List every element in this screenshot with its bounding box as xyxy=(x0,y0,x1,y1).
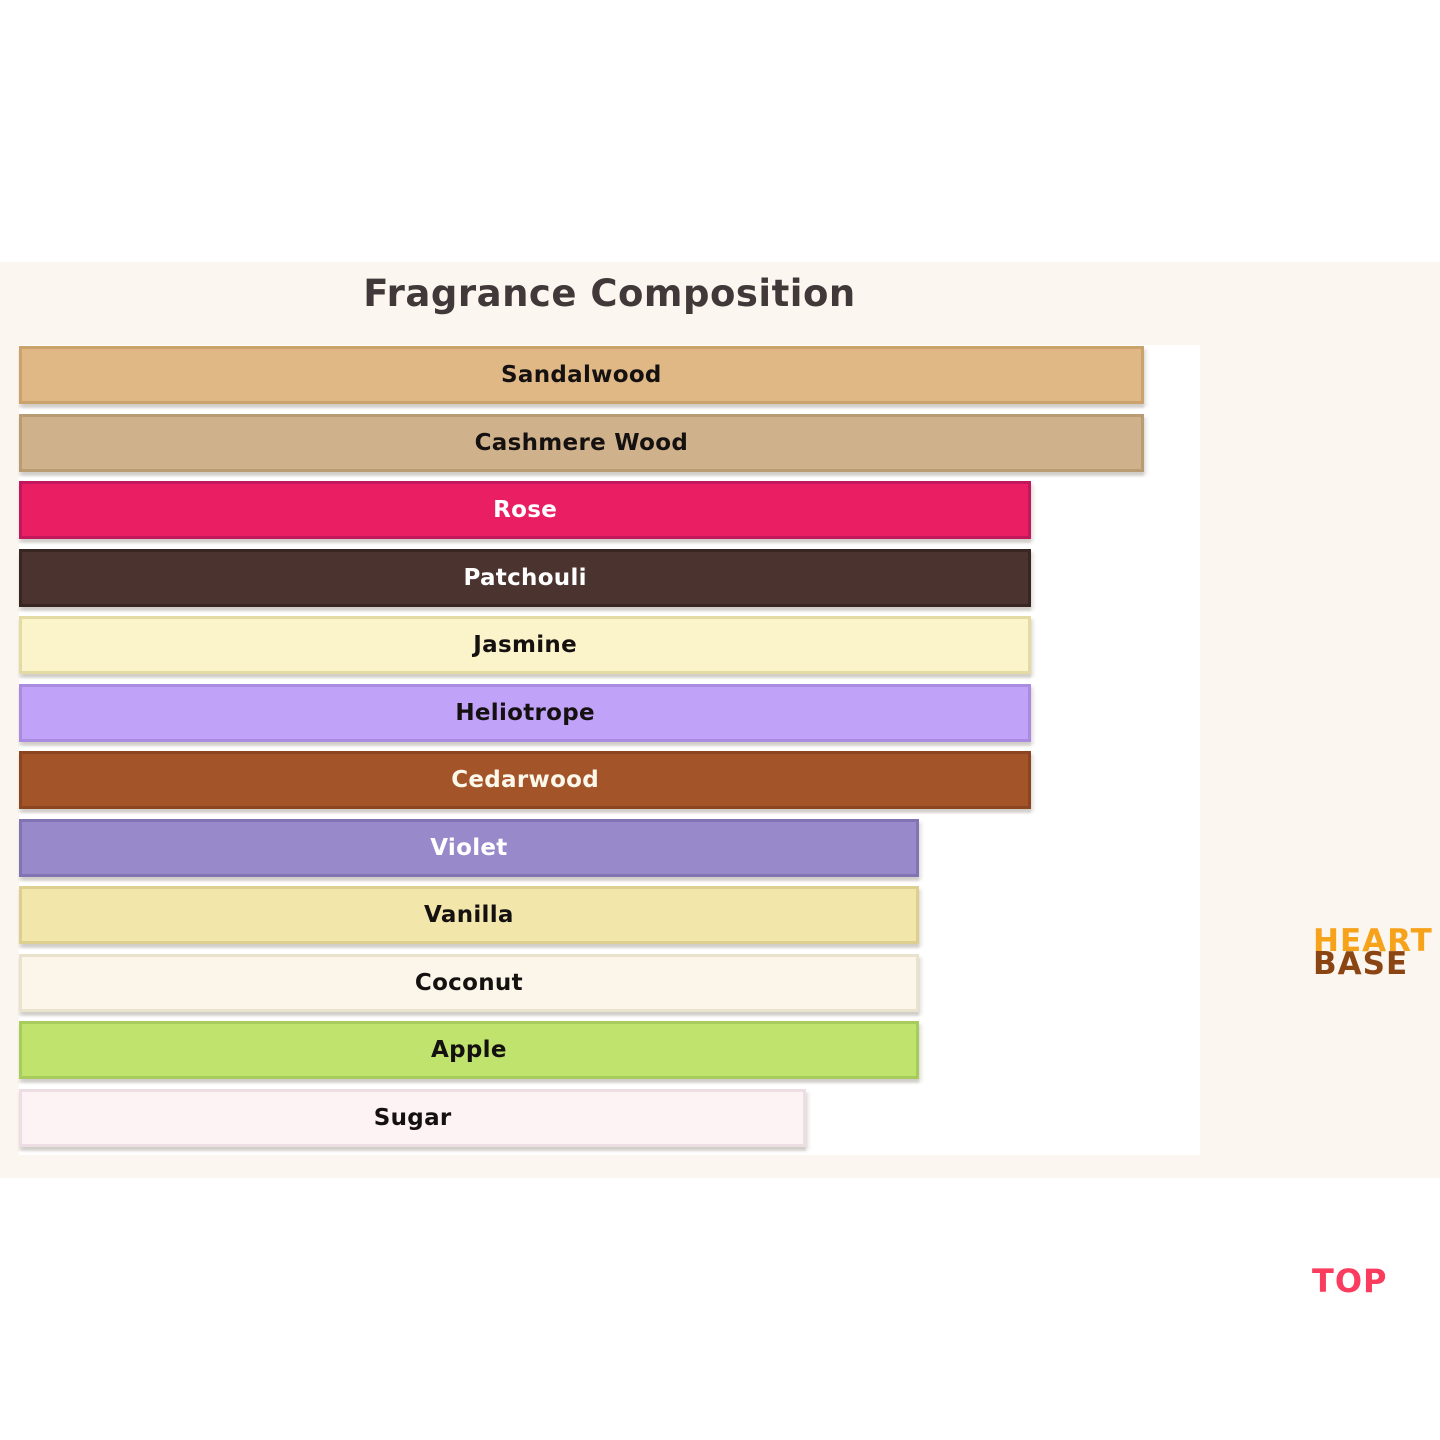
fragrance-composition-chart: Fragrance Composition Sandalwood Cashmer… xyxy=(0,262,1440,1297)
bar-row: Patchouli xyxy=(19,548,1200,616)
bar-label-sandalwood: Sandalwood xyxy=(501,362,662,388)
bar-rose: Rose xyxy=(19,481,1032,539)
chart-title: Fragrance Composition xyxy=(363,272,856,315)
bar-patchouli: Patchouli xyxy=(19,548,1032,607)
bar-sandalwood: Sandalwood xyxy=(19,346,1144,404)
bar-row: Apple xyxy=(19,1020,1200,1088)
bar-label-cedarwood: Cedarwood xyxy=(451,767,600,793)
bar-label-jasmine: Jasmine xyxy=(473,632,577,658)
bar-heliotrope: Heliotrope xyxy=(19,683,1032,742)
bar-label-cashmere-wood: Cashmere Wood xyxy=(474,429,689,456)
bar-jasmine: Jasmine xyxy=(19,616,1032,674)
bar-label-sugar: Sugar xyxy=(373,1104,452,1131)
note-group-label-base: BASE xyxy=(1313,946,1409,982)
bar-row: Cashmere Wood xyxy=(19,413,1200,481)
plot-area: Sandalwood Cashmere Wood Rose Patchouli xyxy=(19,345,1200,1155)
bar-apple: Apple xyxy=(19,1021,919,1079)
bar-label-vanilla: Vanilla xyxy=(424,902,514,928)
bar-vanilla: Vanilla xyxy=(19,886,919,944)
bar-row: Heliotrope xyxy=(19,683,1200,751)
bar-row: Coconut xyxy=(19,953,1200,1021)
bar-cashmere-wood: Cashmere Wood xyxy=(19,413,1144,472)
bar-violet: Violet xyxy=(19,818,919,877)
bar-label-coconut: Coconut xyxy=(414,969,523,996)
bar-label-heliotrope: Heliotrope xyxy=(455,699,595,726)
bar-row: Violet xyxy=(19,818,1200,886)
bar-row: Sugar xyxy=(19,1088,1200,1156)
bar-row: Rose xyxy=(19,480,1200,548)
bar-label-apple: Apple xyxy=(431,1037,507,1063)
bar-label-patchouli: Patchouli xyxy=(463,564,587,591)
bar-coconut: Coconut xyxy=(19,953,919,1012)
bar-label-violet: Violet xyxy=(430,834,508,861)
note-group-label-heart: HEART xyxy=(1313,923,1433,959)
bar-cedarwood: Cedarwood xyxy=(19,751,1032,809)
note-group-label-top: TOP xyxy=(1312,1262,1388,1300)
bar-row: Cedarwood xyxy=(19,750,1200,818)
bar-row: Jasmine xyxy=(19,615,1200,683)
bar-row: Vanilla xyxy=(19,885,1200,953)
bar-sugar: Sugar xyxy=(19,1088,807,1147)
bar-row: Sandalwood xyxy=(19,345,1200,413)
bar-label-rose: Rose xyxy=(493,497,558,523)
